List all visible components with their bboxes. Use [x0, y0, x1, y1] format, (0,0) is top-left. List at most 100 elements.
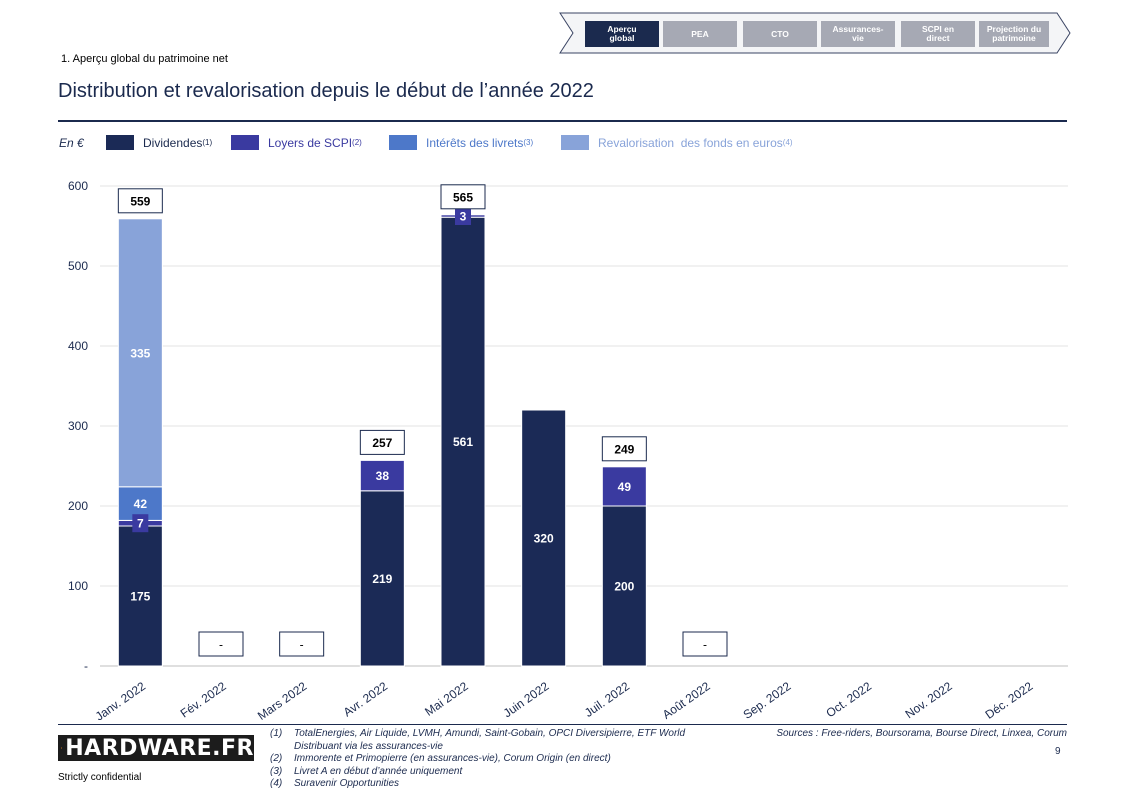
legend-swatch — [231, 135, 259, 150]
x-tick-label: Mai 2022 — [422, 679, 471, 719]
bar-value-label: 42 — [134, 497, 148, 511]
total-label-box — [682, 631, 728, 657]
legend-note: (3) — [523, 138, 534, 147]
tab-scpi-direct[interactable]: SCPI en direct — [901, 21, 975, 47]
y-tick-label: 600 — [68, 179, 88, 193]
bar-value-label: 7 — [137, 517, 144, 531]
bar-value-label: 320 — [534, 532, 554, 546]
legend-note: (1) — [202, 138, 213, 147]
total-label-box — [198, 631, 244, 657]
y-tick-label: 200 — [68, 499, 88, 513]
x-tick-label: Fév. 2022 — [178, 679, 229, 720]
bar-segment-dividendes — [601, 505, 647, 667]
total-label-box — [440, 184, 486, 210]
total-label: - — [703, 638, 707, 652]
bar-segment-revalorisation — [117, 218, 163, 488]
x-tick-label: Janv. 2022 — [93, 679, 149, 720]
x-tick-label: Déc. 2022 — [983, 679, 1036, 720]
bar-segment-loyers-scpi — [359, 459, 405, 492]
bar-segment-dividendes — [521, 409, 567, 667]
total-label: 559 — [130, 194, 150, 208]
legend-note: (2) — [352, 138, 362, 147]
bar-segment-loyers-scpi — [601, 466, 647, 507]
legend-label: Revalorisation des fonds en euros — [598, 135, 783, 150]
footnote-text: Suravenir Opportunities — [294, 778, 400, 789]
legend-swatch — [389, 135, 417, 150]
x-tick-label: Nov. 2022 — [903, 679, 955, 720]
legend-swatch — [561, 135, 589, 150]
footnote-text: Immorente et Primopierre (en assurances-… — [294, 753, 611, 764]
y-tick-label: 400 — [68, 339, 88, 353]
x-tick-label: Juin 2022 — [501, 679, 552, 720]
tab-projection-patrimoine[interactable]: Projection du patrimoine — [979, 21, 1049, 47]
footnote-text: Livret A en début d’année uniquement — [294, 765, 463, 777]
x-tick-label: Oct. 2022 — [823, 679, 874, 720]
bar-value-label: 561 — [453, 435, 473, 449]
footnotes: (1) TotalEnergies, Air Liquide, LVMH, Amu… — [270, 728, 704, 791]
x-tick-label: Mars 2022 — [255, 679, 310, 720]
x-tick-label: Août 2022 — [660, 679, 713, 720]
title-divider — [58, 120, 1067, 122]
footnote-number: (3) — [270, 765, 283, 777]
legend-dividendes: Dividendes (1) — [106, 135, 212, 150]
bar-value-label: 175 — [130, 590, 150, 604]
page-title: Distribution et revalorisation depuis le… — [58, 80, 594, 102]
bar-value-label: 38 — [376, 469, 390, 483]
total-label: 257 — [372, 436, 392, 450]
tab-pea[interactable]: PEA — [663, 21, 737, 47]
stacked-bar-chart: - 100 200 300 400 500 600 175 7 42 335 559 Janv. 202… — [68, 179, 1068, 720]
hardware-fr-logo: HARDWARE.FR — [58, 735, 254, 761]
footnote: (2) Immorente et Primopierre (en assuranc… — [270, 753, 704, 766]
total-label: 249 — [614, 442, 634, 456]
legend-interets-livrets: Intérêts des livrets (3) — [389, 135, 533, 150]
total-label: - — [300, 638, 304, 652]
bar-segment-dividendes — [117, 525, 163, 667]
bar-value-label: 200 — [614, 580, 634, 594]
section-nav: Aperçu global PEA CTO Assurances- vie SC… — [559, 12, 1071, 54]
tab-apercu-global[interactable]: Aperçu global — [585, 21, 659, 47]
x-tick-label: Avr. 2022 — [341, 679, 391, 720]
footnote: (1) TotalEnergies, Air Liquide, LVMH, Amu… — [270, 728, 704, 753]
footer-divider — [58, 724, 1067, 725]
total-label-box — [359, 429, 405, 455]
logo-text: HARDWARE.FR — [65, 735, 254, 761]
x-tick-label: Juil. 2022 — [582, 679, 632, 720]
logo-emblem-icon — [61, 747, 63, 749]
total-label: 565 — [453, 190, 473, 204]
y-tick-label: 300 — [68, 419, 88, 433]
confidential-note: Strictly confidential — [58, 772, 142, 783]
total-label: - — [219, 638, 223, 652]
bar-value-badge — [132, 514, 149, 533]
footnote-number: (4) — [270, 778, 283, 789]
footnote: (3) Livret A en début d’année uniquement — [270, 766, 704, 779]
bar-value-badge — [455, 207, 471, 225]
bar-value-label: 3 — [460, 210, 467, 224]
legend-label: Loyers de SCPI — [268, 135, 353, 150]
bar-value-label: 335 — [130, 346, 150, 360]
y-tick-label: 500 — [68, 259, 88, 273]
total-label-box — [601, 436, 647, 462]
y-tick-label: - — [84, 659, 88, 673]
sources-note: Sources : Free-riders, Boursorama, Bours… — [776, 728, 1067, 739]
tab-assurances-vie[interactable]: Assurances- vie — [821, 21, 895, 47]
tab-cto[interactable]: CTO — [743, 21, 817, 47]
legend-label: Dividendes — [143, 135, 203, 150]
legend-swatch — [106, 135, 134, 150]
footnote: (4) Suravenir Opportunities — [270, 778, 704, 791]
unit-label: En € — [59, 136, 84, 150]
y-tick-label: 100 — [68, 579, 88, 593]
section-label: 1. Aperçu global du patrimoine net — [61, 53, 228, 65]
page-number: 9 — [1055, 746, 1061, 757]
legend-note: (4) — [782, 138, 793, 147]
footnote-number: (2) — [270, 753, 283, 764]
bar-segment-dividendes — [359, 490, 405, 667]
legend-loyers-scpi: Loyers de SCPI (2) — [231, 135, 362, 150]
x-tick-label: Sep. 2022 — [741, 679, 794, 720]
footnote-text: TotalEnergies, Air Liquide, LVMH, Amundi… — [294, 728, 686, 752]
total-label-box — [117, 188, 163, 214]
footnote-number: (1) — [270, 728, 283, 739]
legend-revalorisation: Revalorisation des fonds en euros (4) — [561, 135, 793, 150]
bar-value-label: 49 — [618, 480, 632, 494]
legend-label: Intérêts des livrets — [426, 135, 524, 150]
total-label-box — [279, 631, 325, 657]
